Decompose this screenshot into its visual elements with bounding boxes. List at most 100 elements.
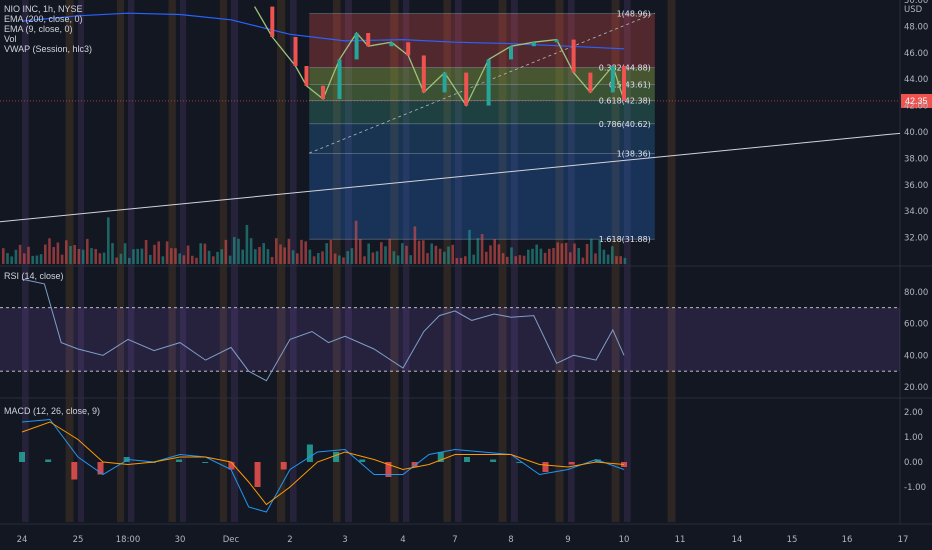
macd-histogram-bar (306, 444, 313, 462)
volume-bar (363, 256, 366, 264)
macd-histogram-bar (45, 459, 52, 462)
volume-bar (186, 245, 190, 264)
x-tick-label: 8 (508, 535, 513, 545)
x-tick-label: 18:00 (116, 535, 141, 545)
y-tick-label: 20.00 (904, 383, 928, 393)
fib-level-label: 1(38.36) (617, 150, 651, 159)
x-tick-label: 11 (675, 535, 686, 545)
macd-legend[interactable]: MACD (12, 26, close, 9) (4, 406, 101, 416)
session-band (128, 0, 135, 522)
volume-bar (228, 255, 232, 264)
macd-histogram-bar (97, 462, 104, 475)
price-tag (901, 93, 932, 108)
volume-bar (35, 255, 39, 264)
x-tick-label: Dec (223, 535, 240, 545)
candle (321, 85, 325, 99)
volume-bar (2, 248, 5, 264)
y-tick-label: 34.00 (904, 207, 928, 217)
volume-bar (455, 257, 459, 264)
candle (622, 66, 626, 101)
volume-bar (233, 237, 236, 264)
candle (337, 59, 342, 99)
x-tick-label: 2 (287, 535, 292, 545)
volume-bar (98, 253, 102, 264)
x-tick-label: 7 (452, 535, 457, 545)
volume-bar (102, 252, 106, 264)
volume-bar (485, 251, 488, 264)
macd-histogram-bar (202, 462, 209, 463)
rsi-band (0, 307, 900, 372)
volume-bar (325, 243, 328, 264)
rsi-legend[interactable]: RSI (14, close) (4, 271, 64, 281)
volume-bar (594, 253, 597, 264)
legend-ema200[interactable]: EMA (200, close, 0) (4, 14, 83, 24)
macd-histogram-bar (176, 459, 183, 462)
trend-line (0, 132, 901, 223)
session-band (624, 0, 631, 522)
price-tag-label: 42.35 (905, 96, 928, 106)
volume-bar (304, 241, 307, 264)
volume-bar (611, 246, 614, 264)
session-band (78, 0, 84, 522)
volume-bar (543, 252, 547, 264)
x-tick-label: 3 (342, 535, 347, 545)
volume-bar (308, 249, 312, 264)
volume-bar (279, 244, 282, 264)
x-tick-label: 17 (898, 535, 909, 545)
x-tick-label: 10 (619, 535, 630, 545)
volume-bar (354, 220, 358, 264)
legend-ema9[interactable]: EMA (9, close, 0) (4, 24, 73, 34)
x-tick-label: 4 (400, 535, 405, 545)
fib-level-label: 0.5(43.61) (609, 80, 651, 89)
x-tick-label: 25 (73, 535, 84, 545)
y-tick-label: -1.00 (904, 483, 926, 493)
volume-bar (18, 244, 22, 264)
fib-zone (309, 84, 655, 101)
volume-bar (77, 248, 81, 264)
volume-bar (501, 253, 505, 264)
session-band (219, 0, 227, 522)
macd-histogram-bar (333, 452, 340, 462)
volume-bar (329, 239, 333, 264)
legend-vwap[interactable]: VWAP (Session, hlc3) (4, 44, 93, 54)
legend-vol[interactable]: Vol (4, 34, 17, 44)
volume-bar (48, 238, 51, 264)
fib-zone (309, 100, 655, 124)
price-line (254, 6, 625, 107)
volume-bar (367, 243, 370, 264)
fib-level-label: 1(48.96) (617, 10, 651, 19)
macd-histogram-bar (359, 459, 366, 462)
y-tick-label: 60.00 (904, 320, 928, 330)
volume-bar (111, 243, 114, 264)
volume-bar (438, 248, 442, 264)
y-tick-label: 0.00 (904, 458, 923, 468)
volume-bar (27, 246, 30, 264)
volume-bar (86, 238, 89, 264)
macd-histogram-bar (490, 459, 497, 462)
session-band (667, 0, 676, 522)
volume-bar (60, 254, 64, 264)
volume-bar (245, 224, 249, 264)
symbol-title: NIO INC, 1h, NYSE (4, 4, 83, 14)
volume-bar (216, 251, 219, 264)
volume-bar (212, 256, 215, 264)
volume-bar (73, 244, 76, 264)
y-tick-label: 36.00 (904, 181, 928, 191)
volume-bar (31, 255, 34, 264)
fib-zone (309, 123, 655, 154)
volume-bar (254, 249, 257, 264)
volume-bar (359, 239, 362, 264)
volume-bar (426, 253, 429, 264)
volume-bar (249, 238, 253, 264)
candle (304, 66, 309, 86)
volume-bar (535, 244, 538, 264)
macd-histogram-bar (123, 457, 130, 462)
volume-bar (296, 253, 299, 264)
volume-bar (270, 256, 274, 264)
volume-bar (161, 256, 165, 264)
x-tick-label: 24 (17, 535, 28, 545)
volume-bar (300, 239, 303, 264)
volume-bar (136, 248, 139, 264)
x-tick-label: 9 (565, 535, 570, 545)
